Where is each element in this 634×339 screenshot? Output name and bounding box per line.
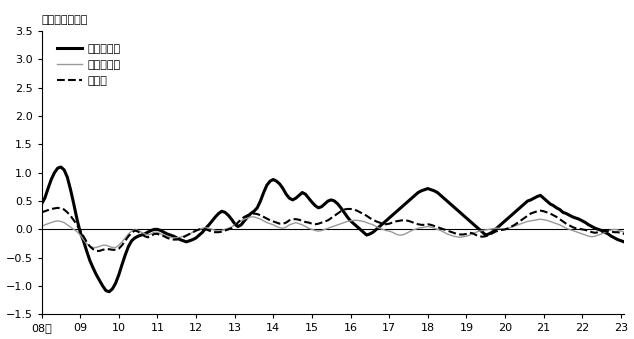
- 最頼値: [276, 222, 283, 226]
- 劑込平均値: [224, 213, 232, 217]
- 最頼値: [38, 210, 46, 214]
- 加重中央値: [38, 224, 46, 228]
- Legend: 劑込平均値, 加重中央値, 最頼値: 劑込平均値, 加重中央値, 最頼値: [53, 39, 125, 91]
- 最頼値: [198, 227, 206, 231]
- Line: 加重中央値: 加重中央値: [42, 151, 634, 247]
- 最頼値: [224, 227, 232, 232]
- 加重中央値: [57, 219, 65, 223]
- 加重中央値: [379, 227, 387, 232]
- 最頼値: [93, 249, 100, 253]
- Text: （前年比、％）: （前年比、％）: [42, 15, 88, 25]
- 加重中央値: [276, 226, 283, 230]
- 最頼値: [379, 222, 387, 226]
- 最頼値: [57, 206, 65, 211]
- 加重中央値: [198, 226, 206, 230]
- 劑込平均値: [198, 230, 206, 234]
- 最頼値: [167, 237, 174, 241]
- Line: 劑込平均値: 劑込平均値: [42, 53, 634, 292]
- 劑込平均値: [276, 182, 283, 186]
- 加重中央値: [224, 226, 232, 230]
- 加重中央値: [89, 245, 97, 250]
- Line: 最頼値: 最頼値: [42, 118, 634, 251]
- 劑込平均値: [105, 290, 113, 294]
- 劑込平均値: [38, 202, 46, 206]
- 劑込平均値: [379, 222, 387, 226]
- 劑込平均値: [57, 165, 65, 169]
- 加重中央値: [167, 235, 174, 239]
- 劑込平均値: [167, 233, 174, 237]
